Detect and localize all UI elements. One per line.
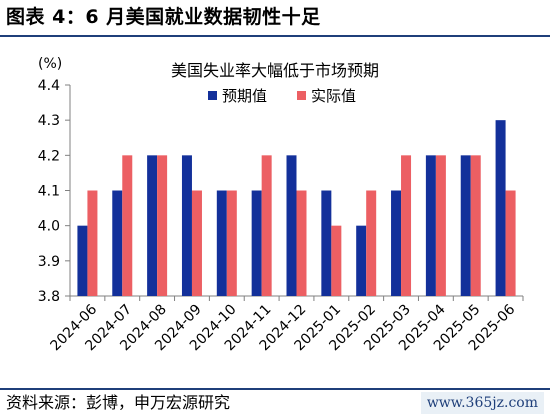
bar-actual-2024-10 [226, 190, 237, 296]
chart-canvas: 美国失业率大幅低于市场预期 (%) 3.83.94.04.14.24.34.4 … [38, 56, 524, 354]
bar-expected-2024-06 [77, 225, 88, 296]
legend-label: 实际值 [311, 87, 356, 105]
y-unit-label: (%) [38, 56, 62, 72]
bar-expected-2025-04 [425, 155, 436, 296]
bar-actual-2024-12 [296, 190, 307, 296]
y-tick-label: 4.1 [38, 184, 60, 200]
bar-expected-2024-07 [112, 190, 123, 296]
bar-actual-2025-04 [435, 155, 446, 296]
y-tick-label: 3.9 [38, 254, 60, 270]
bar-actual-2025-03 [401, 155, 412, 296]
y-axis: 3.8 3.9 4.0 4.1 4.2 4.3 4.4 [38, 78, 71, 305]
legend-label: 预期值 [222, 87, 267, 105]
bar-expected-2025-01 [321, 190, 332, 296]
title-divider [0, 35, 550, 37]
y-tick-label: 3.8 [38, 289, 60, 305]
bar-expected-2024-09 [181, 155, 192, 296]
bar-actual-2025-05 [470, 155, 481, 296]
y-tick-label: 4.4 [38, 78, 60, 94]
bar-actual-2024-07 [122, 155, 133, 296]
legend-swatch [208, 91, 217, 100]
bar-expected-2025-02 [356, 225, 367, 296]
bar-actual-2025-06 [505, 190, 516, 296]
watermark: www.365jz.com [420, 392, 544, 414]
bars-group [77, 120, 516, 297]
source-note: 资料来源：彭博，申万宏源研究 [6, 393, 231, 412]
bar-actual-2024-08 [157, 155, 168, 296]
figure-title: 图表 4：6 月美国就业数据韧性十足 [6, 6, 321, 28]
footer-divider [0, 388, 550, 390]
bar-actual-2024-11 [261, 155, 272, 296]
y-tick-label: 4.3 [38, 113, 60, 129]
bar-expected-2025-03 [391, 190, 402, 296]
y-tick-label: 4.2 [38, 148, 60, 164]
bar-expected-2024-11 [251, 190, 262, 296]
bar-actual-2025-01 [331, 225, 342, 296]
bar-actual-2025-02 [366, 190, 377, 296]
legend: 预期值 实际值 [208, 87, 356, 105]
bar-expected-2024-10 [216, 190, 227, 296]
x-axis: 2024-062024-072024-082024-092024-102024-… [48, 295, 524, 354]
bar-actual-2024-06 [87, 190, 98, 296]
y-tick-label: 4.0 [38, 219, 60, 235]
bar-expected-2025-05 [460, 155, 471, 296]
bar-expected-2025-06 [495, 120, 506, 297]
chart-title: 美国失业率大幅低于市场预期 [171, 61, 379, 80]
bar-expected-2024-12 [286, 155, 297, 296]
bar-actual-2024-09 [191, 190, 202, 296]
legend-swatch [297, 91, 306, 100]
bar-expected-2024-08 [147, 155, 158, 296]
